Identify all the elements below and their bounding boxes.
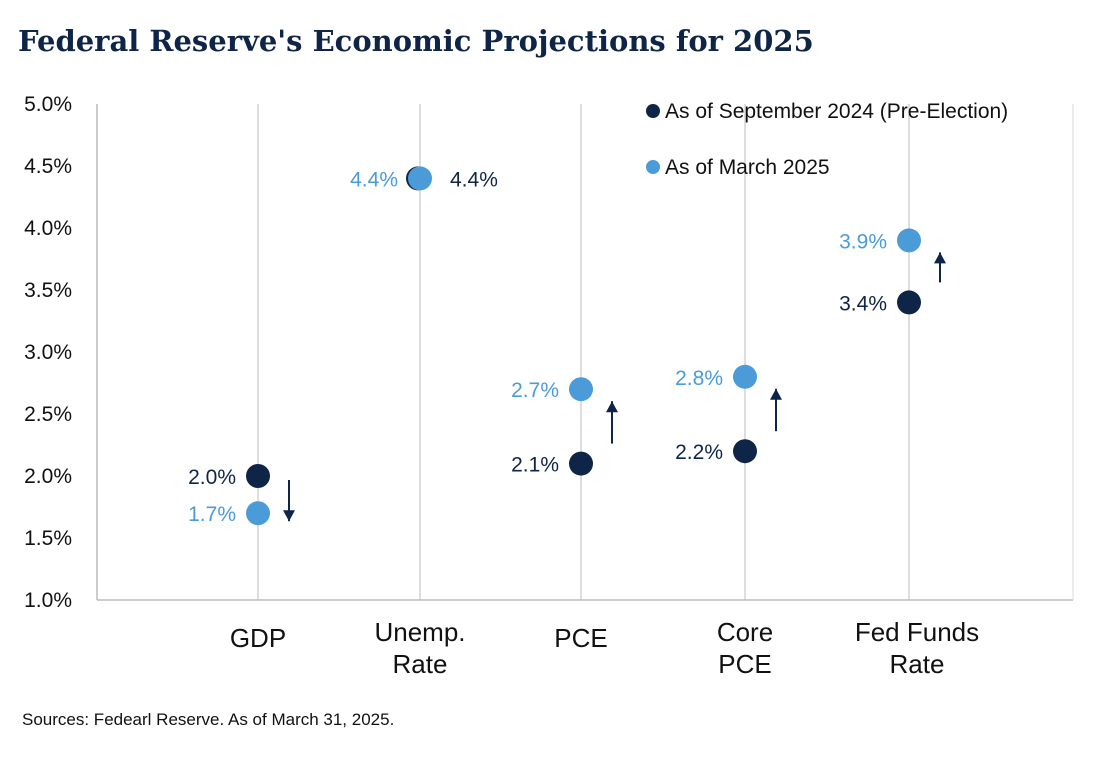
label-sep-2024: 2.1%: [511, 454, 559, 477]
legend: As of September 2024 (Pre-Election) As of…: [646, 100, 1008, 179]
legend-marker: [646, 104, 660, 118]
legend-label: As of March 2025: [665, 156, 830, 179]
y-tick-label: 1.0%: [24, 589, 72, 612]
category-label: Rate: [890, 649, 945, 679]
label-mar-2025: 4.4%: [350, 168, 398, 191]
change-arrow-head: [606, 401, 618, 413]
point-sep-2024: [569, 451, 593, 476]
point-sep-2024: [897, 290, 921, 315]
change-arrow-head: [283, 510, 295, 522]
category-label: PCE: [718, 649, 771, 679]
y-tick-label: 4.0%: [24, 217, 72, 240]
label-sep-2024: 3.4%: [839, 292, 887, 315]
y-tick-label: 5.0%: [24, 93, 72, 116]
change-arrow-head: [770, 388, 782, 400]
data-points: [246, 166, 921, 526]
point-sep-2024: [246, 464, 270, 488]
axes: 1.0% 1.5% 2.0% 2.5% 3.0% 3.5% 4.0% 4.5% 5.0% GDP U…: [24, 93, 1074, 679]
y-tick-label: 2.0%: [24, 465, 72, 488]
point-mar-2025: [569, 377, 593, 402]
label-mar-2025: 1.7%: [188, 503, 236, 526]
label-sep-2024: 2.0%: [188, 466, 236, 489]
category-label: Fed Funds: [855, 617, 979, 647]
category-label: Core: [717, 617, 773, 647]
data-labels: 2.0% 4.4% 2.1% 2.2% 3.4% 1.7% 4.4% 2.7% 2.8% 3.9%: [188, 168, 887, 526]
label-mar-2025: 2.8%: [675, 367, 723, 390]
category-label: GDP: [230, 623, 286, 653]
label-mar-2025: 2.7%: [511, 379, 559, 402]
point-sep-2024: [733, 439, 757, 464]
label-sep-2024: 4.4%: [450, 168, 498, 191]
y-tick-label: 3.5%: [24, 279, 72, 302]
change-arrow-head: [934, 252, 946, 264]
y-tick-label: 3.0%: [24, 341, 72, 364]
y-tick-label: 1.5%: [24, 527, 72, 550]
label-sep-2024: 2.2%: [675, 441, 723, 464]
chart-title: Federal Reserve's Economic Projections f…: [18, 24, 814, 58]
legend-marker: [646, 160, 660, 174]
category-label: Rate: [393, 649, 448, 679]
point-mar-2025: [246, 501, 270, 526]
point-mar-2025: [897, 228, 921, 253]
point-mar-2025: [733, 364, 757, 389]
change-arrows: [283, 252, 946, 522]
point-mar-2025: [408, 166, 432, 191]
y-tick-label: 4.5%: [24, 155, 72, 178]
source-note: Sources: Fedearl Reserve. As of March 31…: [22, 710, 395, 729]
category-label: Unemp.: [374, 617, 465, 647]
y-tick-label: 2.5%: [24, 403, 72, 426]
legend-label: As of September 2024 (Pre-Election): [665, 100, 1008, 123]
category-label: PCE: [554, 623, 607, 653]
label-mar-2025: 3.9%: [839, 230, 887, 253]
